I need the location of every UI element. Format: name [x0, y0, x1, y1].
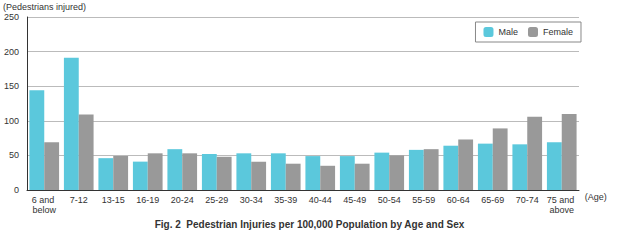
svg-text:40-44: 40-44: [309, 195, 332, 205]
svg-text:16-19: 16-19: [136, 195, 159, 205]
svg-text:25-29: 25-29: [205, 195, 228, 205]
svg-text:Female: Female: [543, 27, 573, 37]
svg-text:65-69: 65-69: [481, 195, 504, 205]
svg-text:Fig. 2 Pedestrian Injuries pe: Fig. 2 Pedestrian Injuries per 100,000 P…: [155, 219, 465, 230]
svg-text:below: below: [32, 205, 56, 215]
svg-text:70-74: 70-74: [516, 195, 539, 205]
svg-text:(Pedestrians injured): (Pedestrians injured): [3, 2, 86, 12]
svg-text:20-24: 20-24: [171, 195, 194, 205]
svg-text:100: 100: [4, 116, 19, 126]
svg-text:150: 150: [4, 81, 19, 91]
svg-text:200: 200: [4, 47, 19, 57]
svg-text:50: 50: [9, 150, 19, 160]
svg-text:above: above: [549, 205, 574, 215]
svg-text:Male: Male: [498, 27, 518, 37]
svg-text:13-15: 13-15: [102, 195, 125, 205]
svg-text:6 and: 6 and: [32, 195, 57, 205]
svg-text:7-12: 7-12: [70, 195, 88, 205]
svg-text:55-59: 55-59: [412, 195, 435, 205]
svg-text:60-64: 60-64: [447, 195, 470, 205]
svg-text:(Age): (Age): [585, 192, 607, 202]
svg-text:75 and: 75 and: [547, 195, 577, 205]
svg-text:45-49: 45-49: [343, 195, 366, 205]
svg-text:50-54: 50-54: [378, 195, 401, 205]
svg-text:35-39: 35-39: [274, 195, 297, 205]
svg-text:0: 0: [14, 185, 19, 195]
svg-text:30-34: 30-34: [240, 195, 263, 205]
svg-text:250: 250: [4, 12, 19, 22]
